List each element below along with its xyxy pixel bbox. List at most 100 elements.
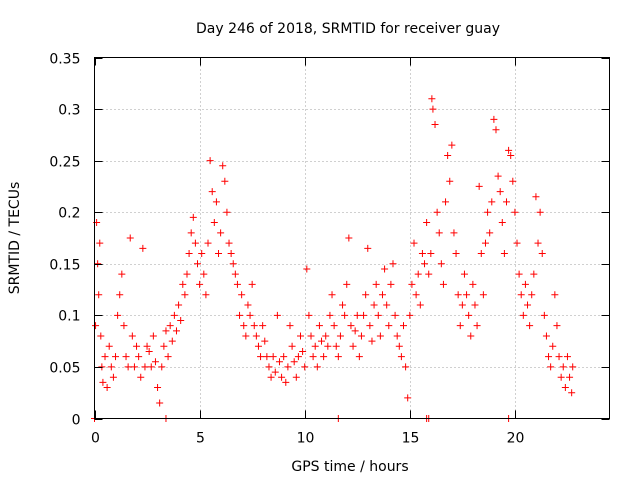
- data-point: [139, 244, 147, 252]
- data-point: [307, 332, 315, 340]
- data-point: [219, 162, 227, 170]
- data-point: [105, 342, 113, 350]
- data-point: [320, 353, 328, 361]
- data-point: [172, 327, 180, 335]
- data-point: [181, 291, 189, 299]
- chart-title: Day 246 of 2018, SRMTID for receiver gua…: [196, 21, 500, 37]
- data-point: [200, 270, 208, 278]
- data-point: [318, 337, 326, 345]
- data-point: [324, 342, 332, 350]
- data-point: [408, 280, 416, 288]
- data-point: [299, 347, 307, 355]
- data-point: [437, 260, 445, 268]
- data-point: [250, 322, 258, 330]
- data-point: [103, 384, 111, 392]
- data-point: [135, 353, 143, 361]
- data-point: [353, 311, 361, 319]
- data-point: [519, 311, 527, 319]
- data-point: [467, 332, 475, 340]
- y-tick-label: 0.3: [58, 103, 80, 119]
- data-point: [322, 332, 330, 340]
- data-point: [202, 291, 210, 299]
- data-point: [229, 260, 237, 268]
- data-point: [477, 249, 485, 257]
- data-point: [503, 198, 510, 206]
- data-point: [481, 239, 489, 247]
- data-point: [187, 229, 195, 237]
- data-point: [469, 280, 477, 288]
- y-tick-label: 0.2: [58, 206, 80, 222]
- data-point: [500, 249, 508, 257]
- data-point: [569, 363, 577, 371]
- data-point: [215, 249, 223, 257]
- data-point: [309, 353, 317, 361]
- data-point: [198, 249, 206, 257]
- y-tick-label: 0.1: [58, 309, 80, 325]
- data-point: [435, 229, 443, 237]
- data-point: [566, 373, 574, 381]
- data-point: [460, 270, 468, 278]
- data-point: [248, 280, 256, 288]
- data-point: [429, 105, 437, 113]
- data-point: [284, 363, 292, 371]
- data-point: [448, 141, 456, 149]
- y-tick-label: 0.35: [49, 52, 80, 68]
- x-axis-label: GPS time / hours: [291, 459, 408, 475]
- data-point: [553, 322, 561, 330]
- data-point: [336, 332, 344, 340]
- data-point: [242, 332, 250, 340]
- data-point: [486, 229, 494, 237]
- data-point: [185, 249, 193, 257]
- data-point: [568, 389, 576, 397]
- data-point: [339, 301, 347, 309]
- data-point: [143, 342, 151, 350]
- data-point: [130, 363, 138, 371]
- data-point: [549, 342, 557, 350]
- data-point: [534, 239, 542, 247]
- data-point: [492, 126, 500, 134]
- data-point: [383, 301, 391, 309]
- data-point: [393, 332, 401, 340]
- data-point: [233, 280, 241, 288]
- data-point: [303, 265, 311, 273]
- data-point: [545, 353, 553, 361]
- data-point: [225, 239, 233, 247]
- data-point: [278, 373, 286, 381]
- data-point: [92, 322, 100, 330]
- data-point: [221, 177, 229, 185]
- data-point: [349, 342, 357, 350]
- data-point: [145, 347, 153, 355]
- data-point: [427, 249, 435, 257]
- data-point: [133, 342, 141, 350]
- data-point: [259, 322, 267, 330]
- data-point: [231, 270, 239, 278]
- y-tick-label: 0.25: [49, 155, 80, 171]
- data-point: [238, 291, 246, 299]
- data-point: [465, 311, 473, 319]
- data-point: [208, 188, 216, 196]
- x-tick-label: 5: [196, 431, 205, 447]
- data-point: [484, 208, 492, 216]
- data-point: [116, 291, 124, 299]
- data-point: [126, 234, 134, 242]
- data-point: [286, 322, 294, 330]
- data-point: [498, 219, 506, 227]
- axis-ticks: 0 0.05 0.1 0.15 0.2 0.25 0.3 0.35 0 5 10 15 20: [49, 52, 610, 447]
- data-point: [271, 368, 279, 376]
- data-point: [252, 332, 260, 340]
- data-point: [292, 373, 300, 381]
- data-point: [240, 322, 248, 330]
- data-point: [166, 322, 174, 330]
- data-point: [156, 399, 164, 407]
- data-point: [141, 363, 149, 371]
- data-point: [269, 353, 277, 361]
- data-point: [540, 311, 548, 319]
- data-point: [362, 291, 370, 299]
- data-point: [149, 332, 157, 340]
- y-axis-label: SRMTID / TECUs: [7, 182, 23, 295]
- data-point: [412, 291, 420, 299]
- data-point: [160, 342, 168, 350]
- data-point: [406, 311, 414, 319]
- data-point: [391, 311, 399, 319]
